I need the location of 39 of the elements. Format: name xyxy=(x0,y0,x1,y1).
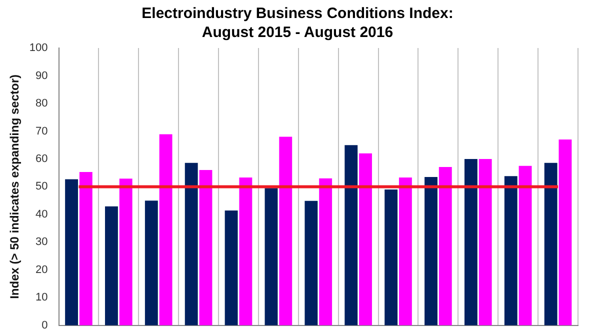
bar xyxy=(319,178,332,326)
y-tick-label: 0 xyxy=(42,319,48,332)
y-tick-label: 70 xyxy=(36,125,48,138)
bar xyxy=(344,145,358,326)
bar xyxy=(159,134,172,326)
y-tick-label: 80 xyxy=(36,98,48,110)
bar xyxy=(279,136,292,326)
bar xyxy=(544,162,558,326)
bar xyxy=(478,158,492,326)
y-tick-label: 60 xyxy=(36,152,48,165)
bar xyxy=(119,178,132,326)
bar xyxy=(65,179,78,326)
y-tick-label: 30 xyxy=(36,236,48,248)
bar xyxy=(79,172,92,326)
bar xyxy=(144,200,158,326)
bar xyxy=(224,210,238,326)
y-tick-label: 100 xyxy=(29,42,48,54)
y-tick-label: 20 xyxy=(36,264,48,276)
bar xyxy=(359,153,372,326)
bar xyxy=(199,170,212,326)
bar xyxy=(304,200,318,326)
y-tick-label: 40 xyxy=(36,208,48,220)
bar xyxy=(558,140,572,326)
chart-title: Electroindustry Business Conditions Index: August 2015 - August 2016 xyxy=(140,4,454,42)
y-tick-label: 10 xyxy=(36,292,48,304)
bar xyxy=(384,189,398,326)
y-axis-title: Index (> 50 indicates expanding sector) xyxy=(8,74,22,299)
bar xyxy=(184,162,198,326)
bar xyxy=(105,206,118,326)
bar xyxy=(518,166,532,326)
bar xyxy=(504,176,518,326)
bar xyxy=(438,167,452,326)
bar xyxy=(239,178,252,326)
y-tick-label: 90 xyxy=(36,70,48,82)
y-tick-label: 50 xyxy=(36,180,48,193)
bar xyxy=(424,176,438,326)
bar xyxy=(464,158,478,326)
bar xyxy=(398,178,412,326)
bar xyxy=(264,188,278,326)
